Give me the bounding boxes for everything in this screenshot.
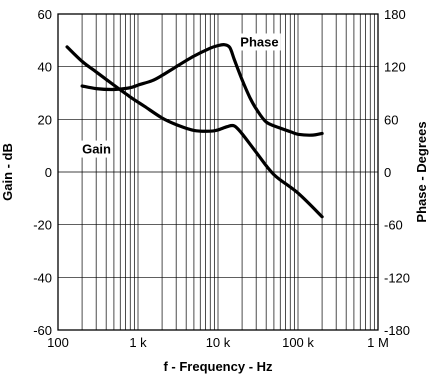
- phase-annotation: Phase: [240, 34, 278, 49]
- gain-annotation: Gain: [82, 142, 111, 157]
- y2-tick-label: -60: [384, 218, 403, 233]
- x-tick-label: 100: [47, 335, 69, 350]
- y-tick-label: -60: [33, 323, 52, 338]
- x-tick-label: 10 k: [206, 335, 231, 350]
- y-tick-label: -40: [33, 270, 52, 285]
- y-tick-label: 20: [38, 112, 52, 127]
- curve-layer: [65, 43, 324, 219]
- phase-annotation-bg: [238, 33, 281, 51]
- x-axis-title: f - Frequency - Hz: [163, 359, 273, 374]
- y-tick-label: -20: [33, 218, 52, 233]
- y2-tick-label: 0: [384, 165, 391, 180]
- x-tick-label: 1 M: [367, 335, 389, 350]
- annotation-layer: Phase Gain: [80, 33, 281, 158]
- y2-axis-title: Phase - Degrees: [414, 121, 429, 222]
- x-tick-label: 100 k: [282, 335, 314, 350]
- x-tick-label: 1 k: [129, 335, 147, 350]
- grid-layer: [57, 13, 378, 331]
- y2-tick-label: -120: [384, 270, 410, 285]
- y2-tick-label: 120: [384, 60, 406, 75]
- y-tick-label: 60: [38, 7, 52, 22]
- y-tick-label: 40: [38, 60, 52, 75]
- y2-tick-label: 60: [384, 112, 398, 127]
- gain-annotation-bg: [80, 140, 114, 158]
- y-tick-label: 0: [45, 165, 52, 180]
- y2-tick-label: -180: [384, 323, 410, 338]
- tick-label-layer: 100 1 k 10 k 100 k 1 M 60 40 20 0 -20 -40 -60 180 120…: [33, 7, 410, 350]
- y-axis-title: Gain - dB: [0, 143, 15, 201]
- plot-frame: [57, 13, 379, 331]
- gain-curve: [65, 45, 324, 219]
- y2-tick-label: 180: [384, 7, 406, 22]
- phase-curve: [80, 43, 324, 137]
